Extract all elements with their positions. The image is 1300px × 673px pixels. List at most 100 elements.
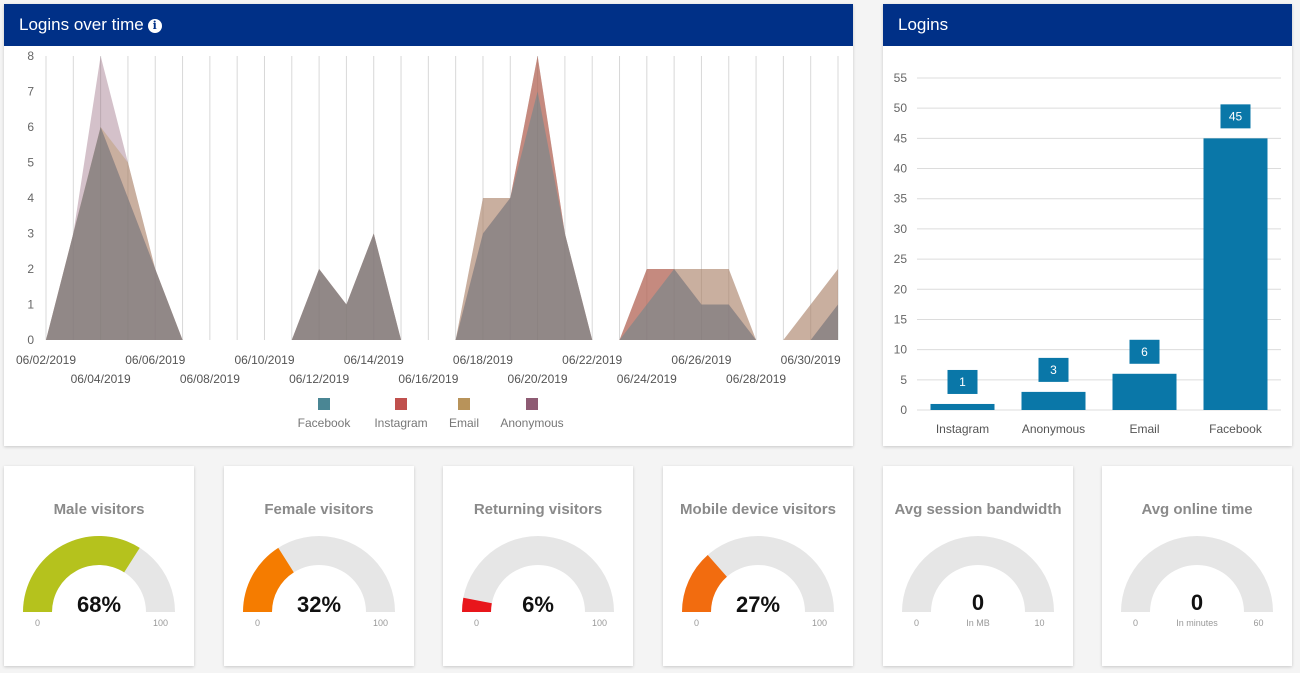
- x-tick-label: Email: [1129, 422, 1159, 436]
- gauge-title: Avg online time: [1141, 501, 1253, 518]
- bar-anonymous[interactable]: [1021, 391, 1086, 410]
- x-tick-label: 06/14/2019: [344, 353, 404, 367]
- gauge-track: [462, 536, 614, 612]
- gauge-title: Mobile device visitors: [680, 501, 836, 518]
- legend-item-email[interactable]: Email: [449, 398, 479, 430]
- legend-swatch: [458, 398, 470, 410]
- gauge-card: Mobile device visitors 27% 0 100: [663, 466, 853, 666]
- data-label: 1: [959, 375, 966, 389]
- y-tick-label: 8: [27, 49, 34, 63]
- bar-email[interactable]: [1112, 373, 1177, 410]
- area-series-email[interactable]: [46, 56, 838, 340]
- legend-label: Instagram: [374, 416, 427, 430]
- x-tick-label: 06/06/2019: [125, 353, 185, 367]
- gauge-fill: [682, 554, 727, 612]
- gauge-min: 0: [914, 618, 919, 628]
- data-label: 3: [1050, 363, 1057, 377]
- data-label-box: [1220, 104, 1251, 129]
- gauge-card: Female visitors 32% 0 100: [224, 466, 414, 666]
- x-tick-label: 06/22/2019: [562, 353, 622, 367]
- gauge-card: Avg session bandwidth 0 In MB 0 10: [883, 466, 1073, 666]
- logins-bar-chart: 0 5 10 15 20 25 30 35 40 45 50 55 1 Instagram 3 Anonymo…: [894, 71, 1281, 436]
- legend-item-instagram[interactable]: Instagram: [374, 398, 428, 430]
- gauge-card: Male visitors 68% 0 100: [4, 466, 194, 666]
- x-tick-label: Instagram: [936, 422, 989, 436]
- area-series-facebook[interactable]: [46, 91, 838, 341]
- gauge-max: 100: [812, 618, 827, 628]
- x-tick-label: 06/12/2019: [289, 372, 349, 386]
- gauge-min: 0: [1133, 618, 1138, 628]
- y-tick-label: 1: [27, 298, 34, 312]
- gauge-value: 0: [1191, 590, 1203, 615]
- gauge-max: 10: [1034, 618, 1044, 628]
- logins-over-time-chart: 0 1 2 3 4 5 6 7 8 06/02/2019 06/04/2019 06/06/2019 0…: [16, 49, 841, 430]
- gauge-card: Returning visitors 6% 0 100: [443, 466, 633, 666]
- y-tick-label: 10: [894, 343, 908, 357]
- gauge-value: 6%: [522, 592, 554, 617]
- gauge-title: Female visitors: [264, 501, 374, 518]
- info-icon[interactable]: i: [147, 19, 162, 33]
- gauge-unit: In MB: [966, 618, 990, 628]
- x-tick-label: 06/26/2019: [671, 353, 731, 367]
- y-tick-label: 7: [27, 85, 34, 99]
- gauge-fill: [243, 547, 294, 612]
- logins-header: Logins: [883, 4, 1292, 46]
- y-tick-label: 6: [27, 120, 34, 134]
- gauge-value: 0: [972, 590, 984, 615]
- legend-swatch: [526, 398, 538, 410]
- gauge-value: 27%: [736, 592, 780, 617]
- y-tick-label: 45: [894, 131, 908, 145]
- panel-title: Logins: [898, 15, 949, 34]
- gauge-min: 0: [255, 618, 260, 628]
- area-series-anonymous[interactable]: [46, 56, 838, 340]
- gauge: 32% 0 100: [243, 536, 395, 628]
- x-tick-label: 06/04/2019: [71, 372, 131, 386]
- y-tick-label: 20: [894, 282, 908, 296]
- bar-facebook[interactable]: [1203, 138, 1268, 410]
- gauge: 0 In minutes 0 60: [1121, 536, 1273, 628]
- y-tick-label: 25: [894, 252, 908, 266]
- gauge-value: 68%: [77, 592, 121, 617]
- y-tick-label: 5: [900, 373, 907, 387]
- gauge-min: 0: [694, 618, 699, 628]
- panel-title: Logins over time: [19, 15, 144, 34]
- y-tick-label: 0: [900, 403, 907, 417]
- y-tick-label: 15: [894, 312, 908, 326]
- x-tick-label: 06/10/2019: [234, 353, 294, 367]
- gauge-title: Male visitors: [53, 501, 145, 518]
- y-tick-label: 35: [894, 192, 908, 206]
- data-label: 6: [1141, 345, 1148, 359]
- gauge-title: Avg session bandwidth: [894, 501, 1062, 518]
- gauge-card: Avg online time 0 In minutes 0 60: [1102, 466, 1292, 666]
- gauge-track: [682, 536, 834, 612]
- x-tick-label: 06/28/2019: [726, 372, 786, 386]
- y-tick-label: 3: [27, 227, 34, 241]
- x-tick-label: 06/08/2019: [180, 372, 240, 386]
- y-tick-label: 4: [27, 191, 34, 205]
- area-series-instagram[interactable]: [46, 56, 838, 340]
- gauge: 6% 0 100: [462, 536, 614, 628]
- gauge: 68% 0 100: [23, 536, 175, 628]
- legend-label: Facebook: [298, 416, 352, 430]
- data-label-box: [947, 369, 978, 394]
- gauge-title: Returning visitors: [473, 501, 603, 518]
- gauge-min: 0: [35, 618, 40, 628]
- legend-label: Email: [449, 416, 479, 430]
- x-tick-label: 06/16/2019: [398, 372, 458, 386]
- logins-over-time-header: Logins over time i: [4, 4, 853, 46]
- legend-item-anonymous[interactable]: Anonymous: [500, 398, 564, 430]
- x-tick-label: 06/02/2019: [16, 353, 76, 367]
- y-tick-label: 30: [894, 222, 908, 236]
- gauge-max: 100: [373, 618, 388, 628]
- y-tick-label: 55: [894, 71, 908, 85]
- x-tick-label: 06/24/2019: [617, 372, 677, 386]
- gauge-unit: In minutes: [1176, 618, 1218, 628]
- gauge-fill: [23, 536, 140, 612]
- data-label-box: [1038, 357, 1069, 382]
- gauge-track: [902, 536, 1054, 612]
- gauge-fill: [462, 597, 492, 612]
- bar-instagram[interactable]: [930, 403, 995, 410]
- x-tick-label: 06/20/2019: [508, 372, 568, 386]
- legend-item-facebook[interactable]: Facebook: [298, 398, 352, 430]
- data-label: 45: [1229, 109, 1243, 123]
